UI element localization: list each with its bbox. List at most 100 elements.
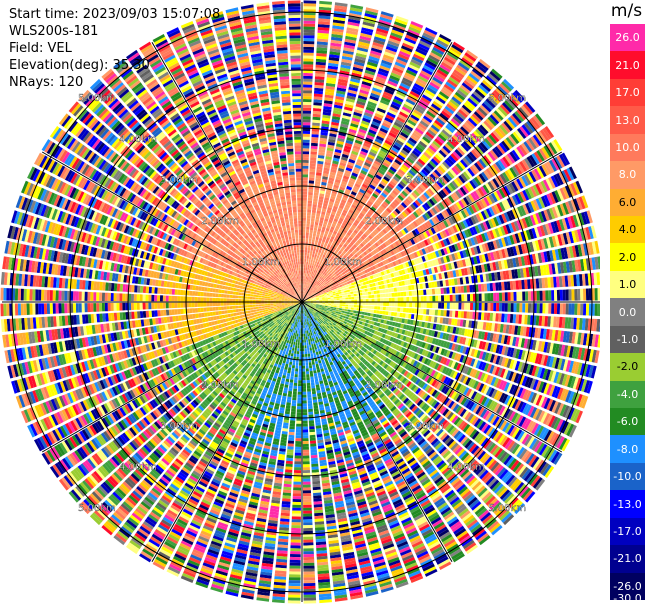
gate-cell bbox=[318, 18, 331, 23]
gate-cell bbox=[307, 267, 310, 271]
gate-cell bbox=[315, 219, 320, 223]
gate-cell bbox=[316, 47, 328, 51]
gate-cell bbox=[316, 210, 321, 214]
gate-cell bbox=[324, 94, 334, 99]
gate-cell bbox=[434, 288, 439, 295]
gate-cell bbox=[405, 285, 409, 291]
gate-cell bbox=[312, 110, 321, 115]
gate-cell bbox=[314, 189, 320, 194]
gate-cell bbox=[315, 178, 321, 182]
gate-cell bbox=[480, 283, 485, 292]
gate-cell bbox=[312, 204, 317, 208]
gate-cell bbox=[346, 287, 350, 290]
gate-cell bbox=[499, 303, 503, 312]
gate-cell bbox=[308, 241, 312, 245]
gate-cell bbox=[341, 58, 352, 64]
gate-cell bbox=[325, 303, 329, 305]
gate-cell bbox=[426, 289, 430, 295]
gate-cell bbox=[313, 257, 317, 261]
gate-cell bbox=[320, 214, 325, 218]
gate-cell bbox=[303, 290, 304, 294]
gate-cell bbox=[308, 238, 312, 242]
gate-cell bbox=[378, 314, 383, 319]
gate-cell bbox=[449, 302, 453, 310]
gate-cell bbox=[302, 270, 304, 273]
gate-cell bbox=[310, 221, 315, 225]
gate-cell bbox=[367, 309, 372, 313]
gate-cell bbox=[318, 152, 325, 156]
gate-cell bbox=[365, 295, 369, 299]
gate-cell bbox=[481, 302, 485, 311]
gate-cell bbox=[341, 293, 345, 296]
gate-cell bbox=[302, 238, 305, 242]
gate-cell bbox=[306, 273, 308, 277]
gate-cell bbox=[594, 288, 598, 301]
gate-cell bbox=[481, 293, 485, 302]
gate-cell bbox=[325, 153, 333, 158]
gate-cell bbox=[373, 310, 377, 314]
gate-cell bbox=[376, 290, 380, 294]
gate-cell bbox=[343, 44, 355, 50]
gate-cell bbox=[316, 55, 327, 60]
gate-cell bbox=[303, 72, 313, 77]
gate-cell bbox=[320, 131, 328, 136]
gate-cell bbox=[339, 73, 349, 78]
gate-cell bbox=[311, 209, 316, 214]
gate-cell bbox=[317, 160, 324, 165]
gate-cell bbox=[348, 299, 352, 302]
gate-cell bbox=[583, 288, 587, 301]
gate-cell bbox=[324, 298, 328, 300]
gate-cell bbox=[319, 190, 325, 195]
gate-cell bbox=[341, 308, 345, 311]
gate-cell bbox=[325, 158, 332, 163]
gate-cell bbox=[302, 162, 309, 166]
gate-cell bbox=[327, 144, 335, 149]
gate-cell bbox=[341, 291, 345, 294]
gate-cell bbox=[470, 293, 474, 302]
gate-cell bbox=[323, 170, 330, 175]
gate-cell bbox=[400, 302, 404, 307]
gate-cell bbox=[303, 26, 315, 30]
gate-cell bbox=[470, 302, 474, 311]
gate-cell bbox=[420, 302, 424, 308]
gate-cell bbox=[403, 307, 407, 313]
gate-cell bbox=[302, 261, 304, 265]
gate-cell bbox=[308, 261, 311, 266]
gate-cell bbox=[305, 282, 308, 286]
gate-cell bbox=[510, 303, 514, 312]
gate-cell bbox=[321, 208, 327, 213]
gate-cell bbox=[375, 314, 380, 318]
gate-cell bbox=[400, 291, 404, 297]
gate-cell bbox=[345, 297, 349, 300]
gate-cell bbox=[339, 295, 343, 298]
gate-cell bbox=[332, 110, 342, 115]
gate-cell bbox=[336, 305, 340, 308]
gate-cell bbox=[568, 303, 572, 315]
gate-cell bbox=[478, 302, 482, 311]
gate-cell bbox=[313, 102, 322, 106]
gate-cell bbox=[449, 294, 453, 302]
gate-cell bbox=[302, 226, 306, 230]
gate-cell bbox=[577, 288, 581, 301]
gate-cell bbox=[302, 130, 311, 134]
gate-cell bbox=[397, 302, 401, 307]
gate-cell bbox=[343, 47, 355, 53]
gate-cell bbox=[328, 303, 331, 305]
gate-cell bbox=[429, 295, 433, 302]
gate-cell bbox=[362, 295, 366, 299]
gate-cell bbox=[313, 93, 323, 98]
gate-cell bbox=[342, 304, 346, 307]
gate-cell bbox=[308, 244, 311, 248]
gate-cell bbox=[319, 0, 332, 5]
gate-cell bbox=[306, 261, 309, 265]
gate-cell bbox=[325, 82, 336, 87]
gate-cell bbox=[361, 311, 365, 315]
gate-cell bbox=[480, 312, 485, 321]
gate-cell bbox=[380, 298, 384, 302]
gate-cell bbox=[302, 206, 307, 210]
gate-cell bbox=[340, 312, 344, 316]
gate-cell bbox=[525, 303, 529, 313]
gate-cell bbox=[466, 285, 470, 293]
gate-cell bbox=[350, 307, 354, 310]
gate-cell bbox=[327, 297, 331, 300]
